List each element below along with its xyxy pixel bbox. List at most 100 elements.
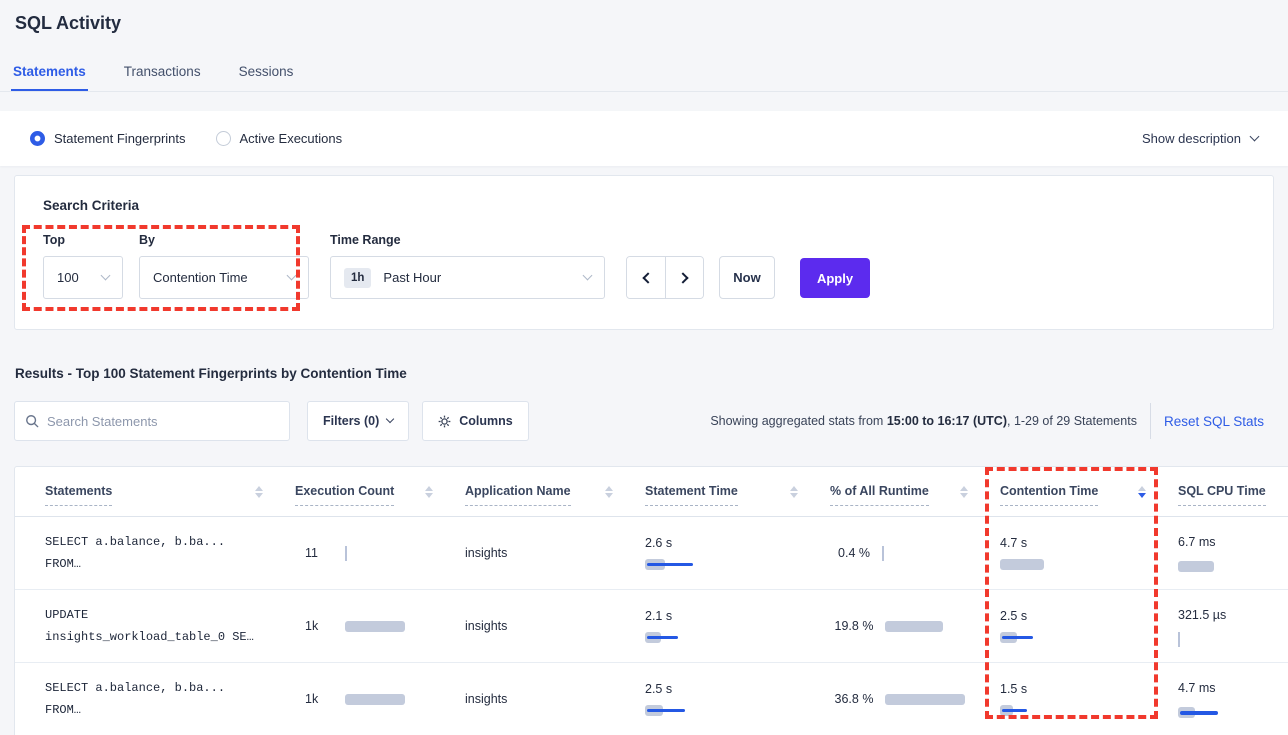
chevron-left-icon — [642, 271, 654, 284]
contention-time-cell: 1.5 s — [1000, 663, 1178, 735]
statement-time-cell: 2.1 s — [645, 590, 830, 662]
top-select-value: 100 — [57, 270, 79, 285]
execution-count-cell: 1k — [295, 663, 465, 735]
chevron-right-icon — [676, 271, 689, 284]
execution-count-cell: 1k — [295, 590, 465, 662]
column-header-statement-time[interactable]: Statement Time — [645, 484, 830, 506]
sql-cpu-time-cell: 321.5 µs — [1178, 590, 1288, 662]
sql-cpu-time-cell: 6.7 ms — [1178, 517, 1288, 589]
sort-icon[interactable] — [960, 485, 968, 498]
view-toggle-bar: Statement Fingerprints Active Executions… — [0, 111, 1288, 166]
statement-fingerprint-link[interactable]: SELECT a.balance, b.ba... FROM… — [45, 681, 226, 717]
table-row[interactable]: SELECT a.balance, b.ba... FROM… 11 insigh… — [15, 517, 1288, 590]
table-row[interactable]: UPDATE insights_workload_table_0 SE… 1k i… — [15, 590, 1288, 663]
chevron-down-icon — [100, 270, 111, 281]
column-header-sql-cpu-time[interactable]: SQL CPU Time — [1178, 484, 1288, 506]
column-header-contention-time[interactable]: Contention Time — [1000, 484, 1178, 506]
by-label: By — [139, 233, 155, 247]
runtime-pct-bar — [881, 545, 992, 561]
search-statements-box[interactable] — [14, 401, 290, 441]
previous-time-button[interactable] — [627, 257, 665, 298]
sort-icon[interactable] — [790, 485, 798, 498]
by-select[interactable]: Contention Time — [139, 256, 309, 299]
statement-time-bar — [645, 631, 755, 644]
by-select-value: Contention Time — [153, 270, 248, 285]
filters-button[interactable]: Filters (0) — [307, 401, 410, 441]
tab-bar: Statements Transactions Sessions — [0, 58, 1288, 92]
tab-sessions[interactable]: Sessions — [238, 64, 294, 79]
contention-time-bar — [1000, 631, 1110, 644]
statement-time-bar — [645, 558, 755, 571]
radio-selected-icon[interactable] — [30, 131, 45, 146]
sql-cpu-time-bar — [1178, 560, 1288, 573]
sort-icon[interactable] — [425, 485, 433, 498]
top-select[interactable]: 100 — [43, 256, 123, 299]
now-button[interactable]: Now — [719, 256, 775, 299]
sort-icon[interactable] — [255, 485, 263, 498]
radio-active-executions[interactable]: Active Executions — [215, 131, 343, 146]
showing-stats-text: Showing aggregated stats from 15:00 to 1… — [710, 414, 1137, 428]
sort-icon-active-desc[interactable] — [1138, 485, 1146, 498]
sort-icon[interactable] — [605, 485, 613, 498]
table-controls-row: Filters (0) Columns Showing aggregated s… — [14, 401, 1274, 441]
vertical-divider — [1149, 403, 1151, 439]
columns-button[interactable]: Columns — [422, 401, 529, 441]
radio-label: Statement Fingerprints — [54, 131, 186, 146]
column-header-runtime-pct[interactable]: % of All Runtime — [830, 484, 1000, 506]
table-row[interactable]: SELECT a.balance, b.ba... FROM… 1k insigh… — [15, 663, 1288, 735]
radio-unselected-icon[interactable] — [215, 131, 231, 146]
execution-count-cell: 11 — [295, 517, 465, 589]
show-description-toggle[interactable]: Show description — [1142, 131, 1260, 146]
apply-button[interactable]: Apply — [800, 258, 870, 298]
results-heading: Results - Top 100 Statement Fingerprints… — [15, 366, 407, 381]
show-description-label: Show description — [1142, 131, 1241, 146]
execution-count-bar — [345, 545, 455, 561]
chevron-down-icon — [1249, 131, 1260, 142]
runtime-pct-cell: 0.4 % — [830, 517, 1000, 589]
contention-time-cell: 4.7 s — [1000, 517, 1178, 589]
time-range-badge: 1h — [344, 267, 372, 288]
gear-icon — [438, 415, 451, 428]
tab-statements[interactable]: Statements — [11, 58, 88, 91]
search-statements-input[interactable] — [47, 413, 279, 429]
table-header-row: Statements Execution Count Application N… — [15, 467, 1288, 517]
columns-label: Columns — [459, 414, 513, 428]
runtime-pct-cell: 36.8 % — [830, 663, 1000, 735]
column-header-application-name[interactable]: Application Name — [465, 484, 645, 506]
application-name-cell: insights — [465, 546, 508, 560]
statement-fingerprint-link[interactable]: SELECT a.balance, b.ba... FROM… — [45, 535, 226, 571]
top-field: Top 100 — [43, 233, 139, 299]
time-range-value: Past Hour — [383, 270, 442, 285]
filters-label: Filters (0) — [323, 414, 380, 428]
time-nav-group — [626, 256, 704, 299]
tab-transactions[interactable]: Transactions — [123, 64, 201, 79]
statement-time-cell: 2.5 s — [645, 663, 830, 735]
time-range-field: Time Range 1h Past Hour — [330, 233, 605, 299]
chevron-down-icon — [582, 270, 593, 281]
contention-time-bar — [1000, 558, 1110, 571]
radio-statement-fingerprints[interactable]: Statement Fingerprints — [30, 131, 186, 146]
search-criteria-card: Search Criteria Top 100 By Contention Ti… — [14, 175, 1274, 330]
column-header-statements[interactable]: Statements — [15, 484, 295, 506]
page-title: SQL Activity — [15, 13, 122, 33]
time-range-select[interactable]: 1h Past Hour — [330, 256, 605, 299]
contention-time-bar — [1000, 704, 1110, 717]
chevron-down-icon — [386, 414, 395, 424]
runtime-pct-bar — [885, 620, 995, 633]
next-time-button[interactable] — [665, 257, 703, 298]
sql-cpu-time-bar — [1178, 706, 1288, 719]
search-criteria-title: Search Criteria — [43, 198, 140, 213]
contention-time-cell: 2.5 s — [1000, 590, 1178, 662]
radio-label: Active Executions — [239, 131, 343, 146]
column-header-execution-count[interactable]: Execution Count — [295, 484, 465, 506]
top-label: Top — [43, 233, 65, 247]
statement-time-bar — [645, 704, 755, 717]
application-name-cell: insights — [465, 619, 508, 633]
reset-sql-stats-link[interactable]: Reset SQL Stats — [1163, 413, 1264, 429]
runtime-pct-bar — [885, 693, 995, 706]
runtime-pct-cell: 19.8 % — [830, 590, 1000, 662]
execution-count-bar — [345, 693, 455, 706]
statement-fingerprint-link[interactable]: UPDATE insights_workload_table_0 SE… — [45, 608, 254, 644]
search-icon — [25, 414, 39, 428]
execution-count-bar — [345, 620, 455, 633]
